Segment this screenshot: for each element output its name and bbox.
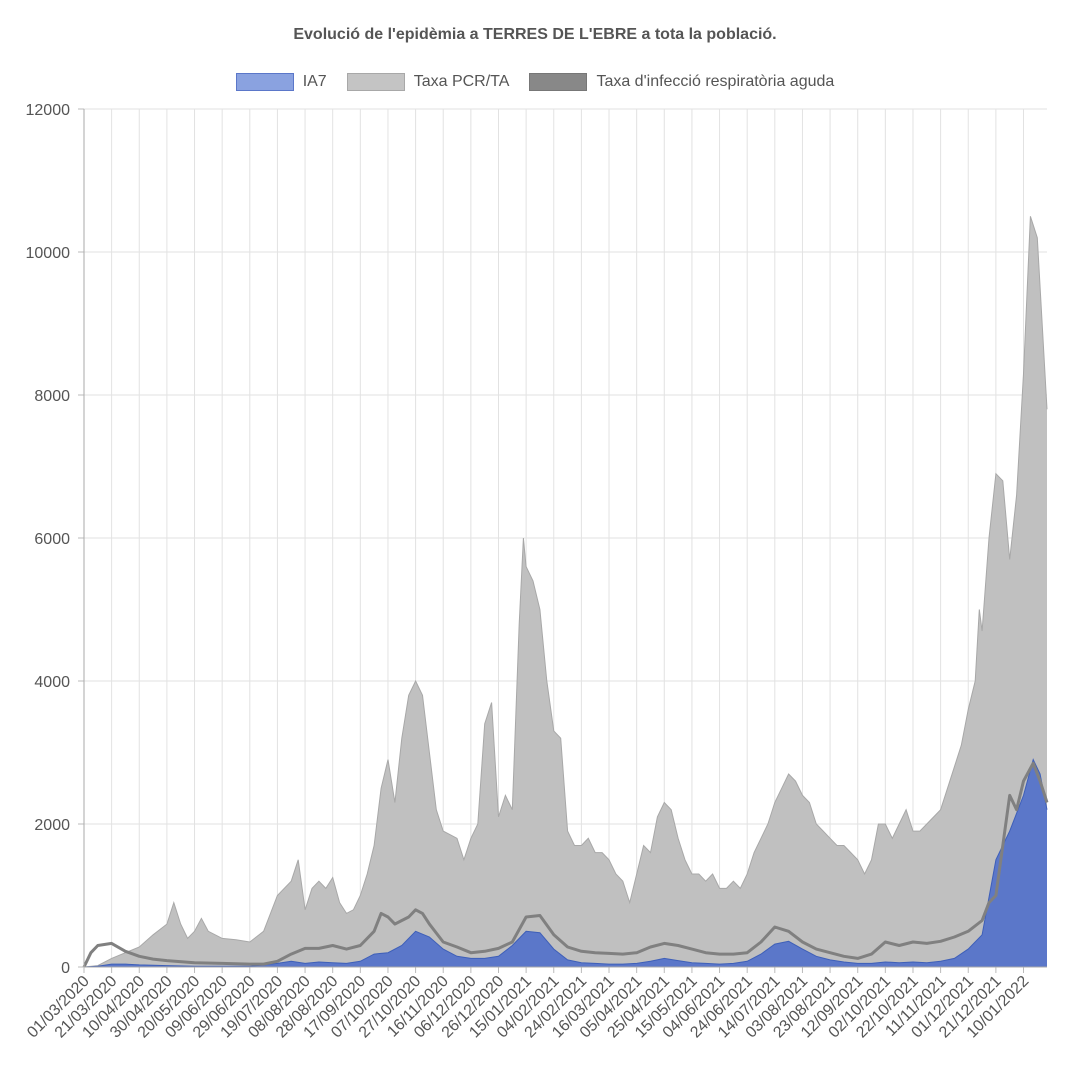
y-tick-label: 10000: [26, 245, 71, 262]
y-tick-label: 8000: [34, 388, 70, 405]
legend-swatch-ira: [529, 73, 588, 91]
series-0-area: [84, 216, 1047, 968]
y-tick-labels: 0 2000 4000 6000 8000 10000 12000: [26, 102, 71, 977]
legend-swatch-ia7: [235, 73, 294, 91]
y-tick-label: 4000: [34, 674, 70, 691]
series-areas: [82, 216, 1049, 968]
legend-label-ira: Taxa d'infecció respiratòria aguda: [596, 73, 835, 90]
legend-label-pcr: Taxa PCR/TA: [413, 73, 510, 90]
series-1-border: [83, 758, 1048, 968]
legend-item-pcr[interactable]: Taxa PCR/TA: [346, 73, 510, 91]
y-tick-label: 12000: [26, 102, 71, 119]
series-2-line: [82, 761, 1049, 968]
legend-item-ira[interactable]: Taxa d'infecció respiratòria aguda: [529, 73, 834, 91]
series-0-border: [83, 216, 1048, 968]
y-tick-label: 6000: [34, 531, 70, 548]
y-tick-label: 2000: [34, 817, 70, 834]
chart-legend: IA7 Taxa PCR/TA Taxa d'infecció respirat…: [0, 73, 1066, 91]
legend-swatch-pcr: [346, 73, 405, 91]
legend-label-ia7: IA7: [302, 73, 327, 90]
x-tick-labels: 01/03/202021/03/202010/04/202030/04/2020…: [24, 973, 1032, 1042]
legend-item-ia7[interactable]: IA7: [235, 73, 327, 91]
chart-title: Evolució de l'epidèmia a TERRES DE L'EBR…: [293, 26, 777, 43]
axes: [78, 108, 1047, 973]
y-tick-label: 0: [61, 960, 70, 977]
